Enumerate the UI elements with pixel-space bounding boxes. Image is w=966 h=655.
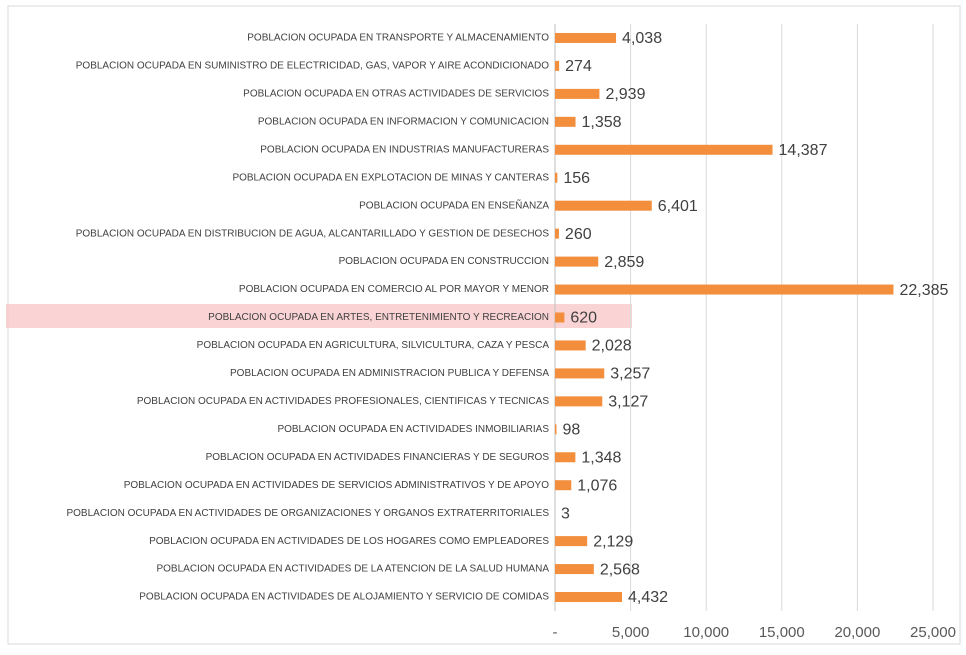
y-tick-label: POBLACION OCUPADA EN TRANSPORTE Y ALMACE… [247,33,549,44]
y-tick-label: POBLACION OCUPADA EN ACTIVIDADES PROFESI… [137,396,549,407]
y-tick-label: POBLACION OCUPADA EN SUMINISTRO DE ELECT… [76,61,549,72]
value-label: 620 [570,310,597,327]
value-label: 1,076 [577,477,617,494]
value-label: 274 [565,58,592,75]
bar [555,229,559,239]
x-tick-label: 10,000 [683,624,729,641]
value-label: 2,129 [593,533,633,550]
x-tick-label: 15,000 [759,624,805,641]
value-label: 6,401 [658,198,698,215]
value-label: 2,028 [592,338,632,355]
bar [555,564,594,574]
x-tick-label: 20,000 [834,624,880,641]
bar [555,592,622,602]
bar [555,340,586,350]
value-label: 22,385 [899,282,948,299]
bar [555,33,616,43]
y-tick-label: POBLACION OCUPADA EN DISTRIBUCION DE AGU… [76,228,550,239]
value-label: 2,859 [604,254,644,271]
y-tick-label: POBLACION OCUPADA EN ACTIVIDADES DE LOS … [149,536,549,547]
value-label: 3,257 [610,366,650,383]
bar [555,313,564,323]
value-label: 3,127 [608,394,648,411]
bar [555,480,571,490]
value-label: 156 [563,170,590,187]
value-label: 98 [562,422,580,439]
y-tick-label: POBLACION OCUPADA EN ACTIVIDADES INMOBIL… [277,424,549,435]
y-tick-label: POBLACION OCUPADA EN ACTIVIDADES DE ORGA… [66,508,549,519]
y-tick-label: POBLACION OCUPADA EN OTRAS ACTIVIDADES D… [243,89,549,100]
y-tick-label: POBLACION OCUPADA EN INDUSTRIAS MANUFACT… [260,144,549,155]
bar [555,368,604,378]
y-tick-label: POBLACION OCUPADA EN ACTIVIDADES FINANCI… [206,452,550,463]
bar [555,89,599,99]
bar [555,424,556,434]
y-tick-label: POBLACION OCUPADA EN EXPLOTACION DE MINA… [232,172,549,183]
x-tick-label: 5,000 [612,624,650,641]
bar [555,536,587,546]
y-tick-label: POBLACION OCUPADA EN ADMINISTRACION PUBL… [230,368,549,379]
value-label: 1,358 [582,114,622,131]
value-label: 3 [561,505,570,522]
y-tick-label: POBLACION OCUPADA EN ARTES, ENTRETENIMIE… [208,312,549,323]
bar [555,117,576,127]
value-label: 4,038 [622,30,662,47]
y-tick-label: POBLACION OCUPADA EN AGRICULTURA, SILVIC… [197,340,550,351]
value-label: 1,348 [581,449,621,466]
bar [555,452,575,462]
y-tick-label: POBLACION OCUPADA EN ACTIVIDADES DE ALOJ… [139,592,549,603]
y-tick-label: POBLACION OCUPADA EN ACTIVIDADES DE LA A… [156,564,549,575]
y-tick-label: POBLACION OCUPADA EN ACTIVIDADES DE SERV… [124,480,550,491]
value-label: 14,387 [779,142,828,159]
y-tick-label: POBLACION OCUPADA EN CONSTRUCCION [339,256,549,267]
y-tick-label: POBLACION OCUPADA EN INFORMACION Y COMUN… [258,116,549,127]
bar [555,257,598,267]
x-tick-label: 25,000 [910,624,956,641]
bar [555,173,557,183]
value-label: 4,432 [628,589,668,606]
y-tick-label: POBLACION OCUPADA EN ENSEÑANZA [359,198,549,211]
y-tick-label: POBLACION OCUPADA EN COMERCIO AL POR MAY… [239,284,549,295]
value-label: 260 [565,226,592,243]
bar [555,145,773,155]
bar [555,285,893,295]
bar [555,201,652,211]
value-label: 2,568 [600,561,640,578]
value-label: 2,939 [605,86,645,103]
x-tick-label: - [553,624,558,641]
bar [555,61,559,71]
bar [555,396,602,406]
